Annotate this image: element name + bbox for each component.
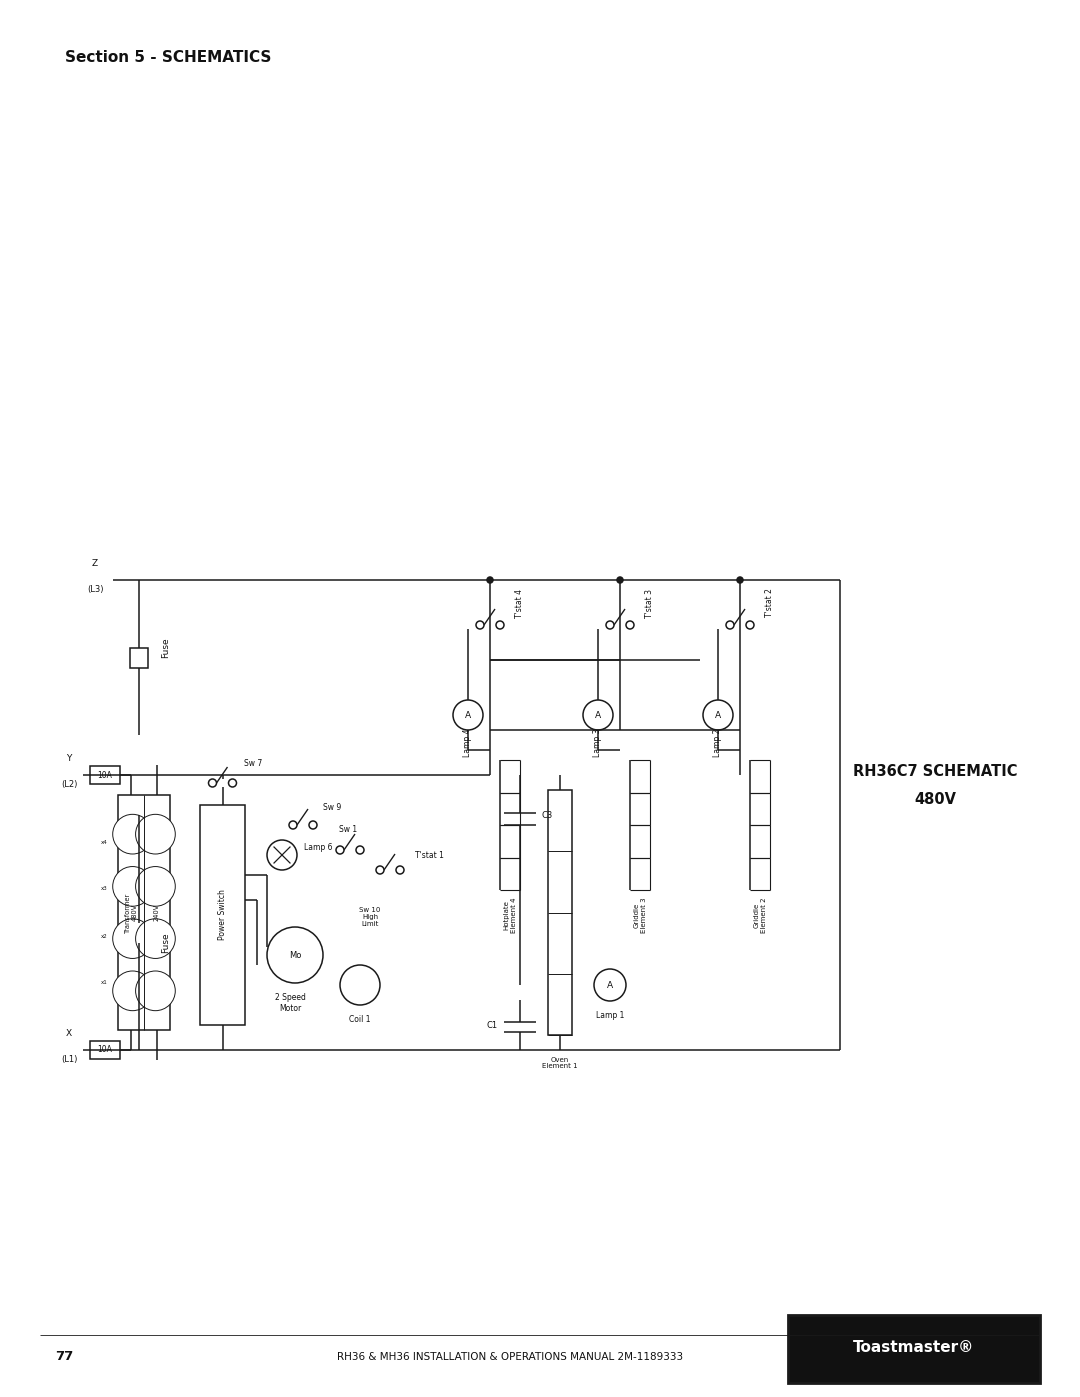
Text: Transformer
480V: Transformer 480V [124, 893, 137, 933]
Circle shape [703, 700, 733, 731]
Circle shape [112, 919, 152, 958]
Text: Lamp 6: Lamp 6 [303, 842, 333, 852]
Bar [90, 766, 120, 784]
Circle shape [737, 577, 743, 583]
Circle shape [487, 577, 492, 583]
Circle shape [376, 866, 384, 875]
Circle shape [617, 577, 623, 583]
Text: 10A: 10A [97, 771, 112, 780]
Circle shape [267, 928, 323, 983]
Text: Lamp 3: Lamp 3 [594, 729, 603, 757]
Text: 10A: 10A [97, 1045, 112, 1055]
Text: T'stat 3: T'stat 3 [645, 588, 654, 617]
Text: RH36 & MH36 INSTALLATION & OPERATIONS MANUAL 2M-1189333: RH36 & MH36 INSTALLATION & OPERATIONS MA… [337, 1352, 683, 1362]
Circle shape [606, 622, 615, 629]
Text: Sw 1: Sw 1 [339, 826, 357, 834]
Bar [90, 1041, 120, 1059]
Text: A: A [464, 711, 471, 719]
Bar [200, 805, 245, 1025]
Text: Coil 1: Coil 1 [349, 1016, 370, 1024]
Circle shape [476, 622, 484, 629]
Text: Oven
Element 1: Oven Element 1 [542, 1056, 578, 1070]
Text: C1: C1 [487, 1021, 498, 1031]
Circle shape [112, 971, 152, 1010]
Text: Griddle
Element 3: Griddle Element 3 [634, 897, 647, 933]
Circle shape [746, 622, 754, 629]
Text: 240V: 240V [154, 904, 160, 921]
Circle shape [626, 622, 634, 629]
Text: x1: x1 [102, 981, 108, 985]
Circle shape [336, 847, 345, 854]
Text: (L2): (L2) [60, 780, 77, 789]
Text: Griddle
Element 2: Griddle Element 2 [754, 897, 767, 933]
Bar [548, 789, 572, 1035]
Circle shape [340, 965, 380, 1004]
Circle shape [726, 622, 734, 629]
Text: C3: C3 [542, 810, 553, 820]
Text: Power Switch: Power Switch [218, 890, 227, 940]
Circle shape [289, 821, 297, 828]
Text: Lamp 4: Lamp 4 [463, 729, 473, 757]
Text: A: A [595, 711, 602, 719]
Bar [788, 1315, 1040, 1383]
Circle shape [396, 866, 404, 875]
Text: A: A [607, 981, 613, 989]
Text: Sw 9: Sw 9 [323, 802, 341, 812]
Circle shape [267, 840, 297, 870]
Text: (L1): (L1) [60, 1055, 77, 1065]
Text: Toastmaster®: Toastmaster® [853, 1340, 974, 1355]
Text: Y: Y [66, 754, 71, 763]
Circle shape [496, 622, 504, 629]
Circle shape [583, 700, 613, 731]
Text: x3: x3 [102, 887, 108, 891]
Circle shape [136, 866, 175, 907]
Text: A: A [715, 711, 721, 719]
Text: X: X [66, 1030, 72, 1038]
Circle shape [594, 970, 626, 1002]
Text: x2: x2 [102, 933, 108, 939]
Text: Lamp 2: Lamp 2 [714, 729, 723, 757]
Circle shape [136, 814, 175, 854]
Text: 77: 77 [55, 1351, 73, 1363]
Circle shape [112, 866, 152, 907]
Circle shape [453, 700, 483, 731]
Text: T'stat 2: T'stat 2 [765, 588, 774, 617]
Text: Mo: Mo [288, 950, 301, 960]
Text: Z: Z [92, 559, 98, 569]
Circle shape [136, 971, 175, 1010]
Bar [118, 795, 170, 1030]
Circle shape [136, 919, 175, 958]
Text: Sw 7: Sw 7 [244, 759, 262, 767]
Text: T'stat 1: T'stat 1 [415, 851, 444, 859]
Text: RH36C7 SCHEMATIC: RH36C7 SCHEMATIC [853, 764, 1017, 780]
Text: 2 Speed
Motor: 2 Speed Motor [274, 993, 306, 1013]
Text: x4: x4 [102, 840, 108, 845]
Circle shape [112, 814, 152, 854]
Circle shape [229, 780, 237, 787]
Text: 480V: 480V [914, 792, 956, 807]
Circle shape [208, 780, 216, 787]
Bar [130, 922, 148, 943]
Bar [130, 647, 148, 668]
Text: Sw 10
High
Limit: Sw 10 High Limit [360, 907, 380, 928]
Text: T'stat 4: T'stat 4 [515, 588, 524, 617]
Text: Fuse: Fuse [161, 637, 170, 658]
Text: Fuse: Fuse [161, 932, 170, 953]
Circle shape [356, 847, 364, 854]
Text: Lamp 1: Lamp 1 [596, 1010, 624, 1020]
Text: (L3): (L3) [86, 585, 104, 594]
Circle shape [309, 821, 318, 828]
Text: Hotplate
Element 4: Hotplate Element 4 [503, 897, 516, 933]
Text: Section 5 - SCHEMATICS: Section 5 - SCHEMATICS [65, 49, 271, 64]
